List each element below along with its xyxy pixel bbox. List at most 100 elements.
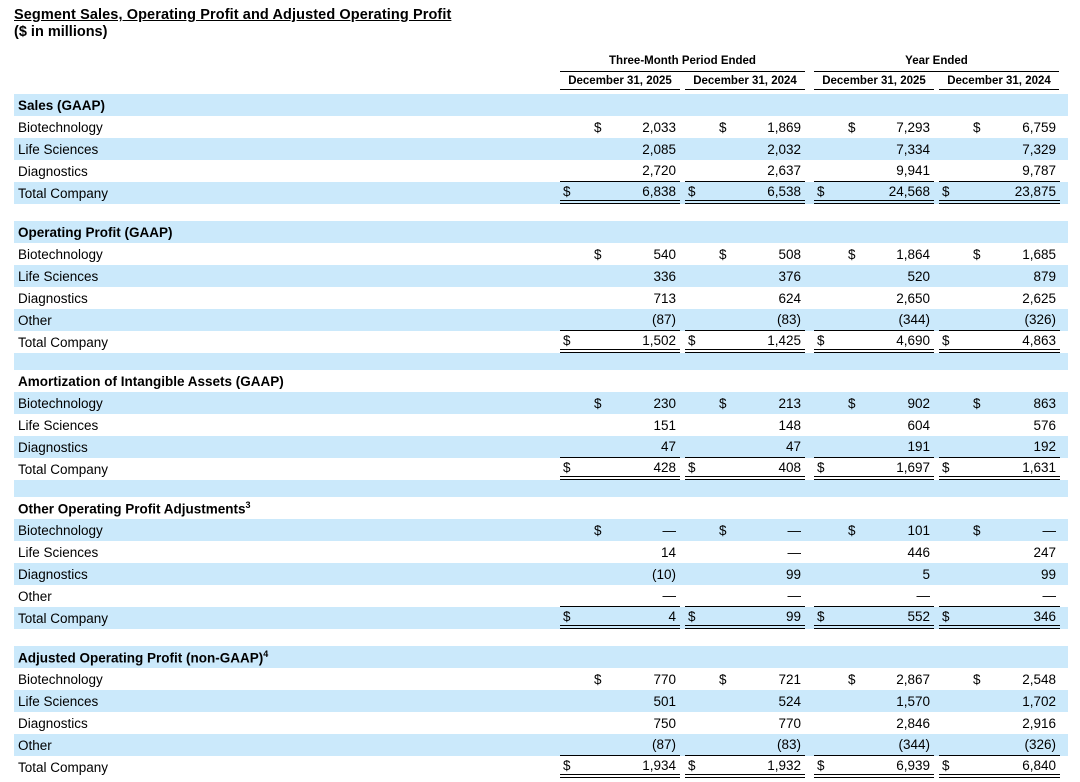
value: 47 [660, 439, 676, 454]
value-cell: 2,032 [685, 138, 805, 160]
value-cell: $4,690 [814, 331, 934, 353]
dollar-sign: $ [563, 183, 571, 199]
value: 99 [1040, 566, 1056, 582]
value-cell: $1,869 [685, 116, 805, 138]
row-label: Diagnostics [18, 439, 88, 455]
value: 7,329 [1022, 141, 1056, 157]
value-cell: 151 [560, 414, 680, 436]
footnote-marker: 3 [245, 499, 251, 510]
value: 1,697 [896, 459, 930, 475]
value-cell: (344) [814, 734, 934, 756]
row-label: Life Sciences [18, 693, 99, 709]
value-cell: (326) [939, 309, 1060, 331]
value-cell: $508 [685, 243, 805, 265]
table-row: Life Sciences 501 524 1,570 1,702 [14, 690, 1068, 712]
value: 2,033 [642, 119, 676, 135]
dollar-sign: $ [848, 522, 856, 538]
value: 99 [785, 566, 801, 582]
value: 47 [785, 439, 801, 454]
value-cell: $721 [685, 668, 805, 690]
value: 540 [653, 246, 676, 262]
value-cell: 2,625 [939, 287, 1060, 309]
value: 1,869 [767, 119, 801, 135]
value: 721 [778, 671, 801, 687]
value-cell: $101 [814, 519, 934, 541]
value-cell: $23,875 [939, 182, 1060, 204]
row-label: Other [18, 737, 52, 753]
dollar-sign: $ [719, 522, 727, 538]
dollar-sign: $ [719, 246, 727, 262]
value: 2,846 [896, 715, 930, 731]
value: 1,685 [1022, 246, 1056, 262]
row-label: Diagnostics [18, 163, 88, 179]
value-cell: 5 [814, 563, 934, 585]
dollar-sign: $ [973, 119, 981, 135]
value: 23,875 [1014, 183, 1056, 199]
value-cell: $2,867 [814, 668, 934, 690]
value: 151 [653, 417, 676, 433]
value: 1,702 [1022, 693, 1056, 709]
value-cell: 624 [685, 287, 805, 309]
spacer-row [14, 629, 1068, 646]
value-cell: 247 [939, 541, 1060, 563]
table-row: Biotechnology $230 $213 $902 $863 [14, 392, 1068, 414]
dollar-sign: $ [688, 459, 696, 475]
value-cell: $863 [939, 392, 1060, 414]
value: 247 [1033, 544, 1056, 560]
row-label: Total Company [18, 461, 109, 477]
section-header-row: Adjusted Operating Profit (non-GAAP)4 [14, 646, 1068, 668]
value: 2,548 [1022, 671, 1056, 687]
value-cell: — [685, 541, 805, 563]
value: 2,625 [1022, 290, 1056, 306]
dollar-sign: $ [563, 608, 571, 624]
row-label: Diagnostics [18, 290, 88, 306]
value: 408 [778, 459, 801, 475]
value-cell: 192 [939, 436, 1060, 458]
value-cell: $1,697 [814, 458, 934, 480]
value: 508 [778, 246, 801, 262]
value-cell: $552 [814, 607, 934, 629]
dollar-sign: $ [688, 608, 696, 624]
value: (344) [898, 312, 930, 327]
value-cell: 2,916 [939, 712, 1060, 734]
value-cell: — [939, 585, 1060, 607]
value-cell: 770 [685, 712, 805, 734]
table-row: Other — — — — [14, 585, 1068, 607]
value-cell: $213 [685, 392, 805, 414]
value: 2,916 [1022, 715, 1056, 731]
section-title: Operating Profit (GAAP) [14, 225, 560, 240]
table-row: Biotechnology $2,033 $1,869 $7,293 $6,759 [14, 116, 1068, 138]
value: 7,334 [896, 141, 930, 157]
value-cell: 7,334 [814, 138, 934, 160]
value-cell: $1,502 [560, 331, 680, 353]
units-note: ($ in millions) [14, 24, 108, 40]
total-row: Total Company $1,934 $1,932 $6,939 $6,840 [14, 756, 1068, 778]
value: — [662, 522, 677, 538]
value-cell: 713 [560, 287, 680, 309]
value: (10) [651, 566, 676, 582]
value: 2,650 [896, 290, 930, 306]
value: 230 [653, 395, 676, 411]
value-cell: $6,538 [685, 182, 805, 204]
table-row: Diagnostics 713 624 2,650 2,625 [14, 287, 1068, 309]
value: 101 [907, 522, 930, 538]
dollar-sign: $ [563, 459, 571, 475]
value: 148 [778, 417, 801, 433]
value-cell: 2,650 [814, 287, 934, 309]
value: 213 [778, 395, 801, 411]
row-label: Biotechnology [18, 119, 103, 135]
dollar-sign: $ [942, 608, 950, 624]
value-cell: $1,631 [939, 458, 1060, 480]
value: 336 [653, 268, 676, 284]
dollar-sign: $ [817, 757, 825, 773]
value: — [662, 588, 677, 603]
value-cell: 376 [685, 265, 805, 287]
value-cell: 47 [685, 436, 805, 458]
value: 24,568 [888, 183, 930, 199]
table-row: Life Sciences 2,085 2,032 7,334 7,329 [14, 138, 1068, 160]
row-label: Life Sciences [18, 544, 99, 560]
column-header-row: December 31, 2025 December 31, 2024 Dece… [14, 72, 1068, 90]
dollar-sign: $ [942, 757, 950, 773]
table-row: Life Sciences 151 148 604 576 [14, 414, 1068, 436]
